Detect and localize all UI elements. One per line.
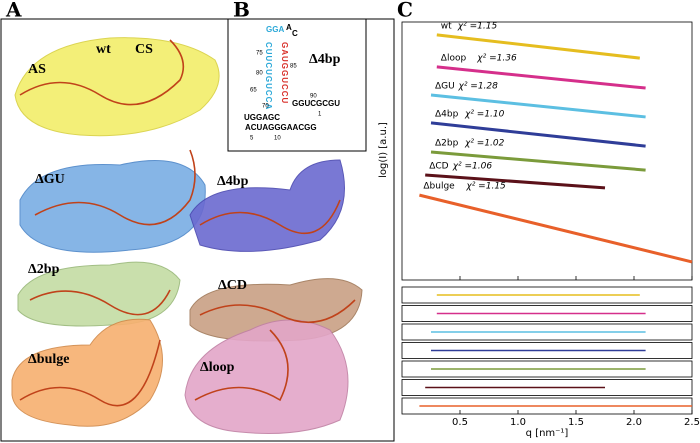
surface: [14, 37, 220, 137]
series-name: ΔGU: [435, 82, 455, 92]
surface: [11, 318, 163, 427]
fit-label: χ² =1.06: [452, 161, 493, 171]
fit-label: χ² =1.15: [465, 182, 506, 192]
nucleotides: GAUGGUCCU: [280, 42, 289, 104]
fit-line: [430, 150, 646, 172]
position-number: 1: [318, 112, 322, 118]
fit-label: χ² =1.36: [476, 53, 517, 63]
nucleotides: UGGAGC: [244, 113, 280, 122]
panel-letter: B: [233, 0, 250, 22]
panel-frame: [227, 18, 367, 152]
surface: [17, 261, 181, 327]
construct-label: Δ4bp: [217, 174, 249, 189]
x-tick-label: 1.5: [568, 417, 584, 428]
nucleotides: A: [286, 23, 292, 32]
surface: [19, 160, 206, 253]
fit-label: χ² =1.28: [458, 82, 499, 92]
residual-frame: [401, 305, 693, 322]
panel-letter: C: [397, 0, 413, 22]
fit-line: [430, 121, 646, 148]
panel-frame: [0, 18, 395, 442]
construct-label: wt: [96, 42, 111, 57]
residual-frame: [401, 360, 693, 378]
position-number: 90: [310, 94, 317, 100]
nucleotides: GGA: [266, 25, 284, 34]
residual-frame: [401, 379, 693, 396]
series-name: ΔCD: [429, 161, 448, 171]
plot-frame: [401, 21, 693, 281]
fit-label: χ² =1.02: [464, 139, 505, 149]
construct-label: ΔGU: [35, 172, 65, 187]
x-tick-label: 2.0: [626, 417, 642, 428]
y-axis-label: log(I) [a.u.]: [378, 122, 389, 178]
fit-line: [425, 173, 606, 190]
nucleotides: GGUCGCGU: [292, 99, 340, 108]
position-number: 80: [256, 71, 263, 77]
fit-label: χ² =1.10: [464, 109, 505, 119]
position-number: 70: [262, 104, 269, 110]
x-tick-label: 1.0: [510, 417, 526, 428]
construct-label: CS: [135, 42, 153, 57]
helix: [19, 39, 356, 407]
nucleotides: C: [292, 29, 298, 38]
series-name: Δ4bp: [435, 109, 459, 119]
series-name: Δbulge: [423, 182, 455, 192]
construct-label: Δ2bp: [28, 262, 60, 277]
position-number: 65: [250, 88, 257, 94]
x-axis-label: q [nm⁻¹]: [526, 428, 569, 439]
surface: [184, 319, 349, 434]
fit-line: [419, 193, 693, 264]
x-tick-label: 0.5: [452, 417, 468, 428]
panel-letter: A: [5, 0, 22, 22]
surface: [189, 159, 345, 252]
construct-label: Δbulge: [28, 352, 69, 367]
construct-label: AS: [28, 62, 46, 77]
residual-frame: [401, 286, 693, 304]
series-name: wt: [441, 21, 452, 31]
nucleotides: CUUCUGUCCA: [264, 42, 273, 110]
construct-label: Δ4bp: [309, 52, 341, 67]
construct-label: ΔCD: [218, 278, 247, 293]
residual-frame: [401, 323, 693, 341]
nucleotides: ACUAGGGAACGG: [245, 123, 317, 132]
series-name: Δloop: [441, 53, 467, 63]
fit-label: χ² =1.15: [457, 21, 498, 31]
fit-line: [436, 65, 646, 90]
position-number: 5: [250, 136, 254, 142]
position-number: 10: [274, 136, 281, 142]
position-number: 85: [290, 64, 297, 70]
series-name: Δ2bp: [435, 139, 459, 149]
construct-label: Δloop: [200, 360, 235, 375]
position-number: 75: [256, 51, 263, 57]
fit-line: [436, 33, 640, 60]
x-tick-label: 2.5: [684, 417, 700, 428]
residual-frame: [401, 342, 693, 359]
fit-line: [430, 93, 646, 119]
